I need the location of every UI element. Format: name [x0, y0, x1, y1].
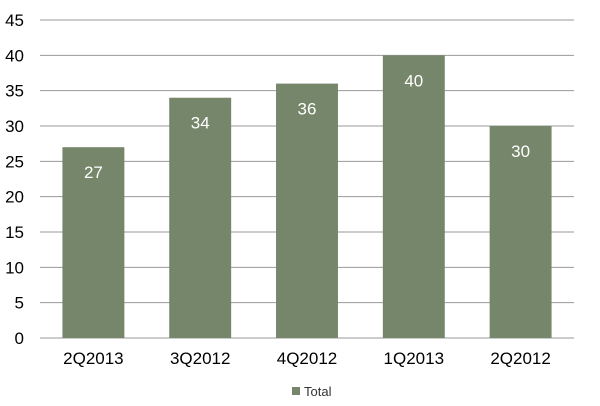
data-labels: 27 34 36 40 30: [84, 71, 530, 182]
bar-1Q2013: [382, 55, 445, 338]
bars: [62, 55, 552, 338]
data-label-4Q2012: 36: [298, 100, 317, 119]
y-tick-label: 5: [15, 294, 24, 313]
y-tick-label: 15: [5, 223, 24, 242]
y-tick-label: 10: [5, 258, 24, 277]
legend-label: Total: [304, 384, 332, 399]
y-tick-label: 0: [15, 329, 24, 348]
y-tick-label: 25: [5, 152, 24, 171]
bar-2Q2013: [62, 147, 125, 338]
x-category-label: 3Q2012: [170, 349, 231, 368]
data-label-3Q2012: 34: [191, 114, 210, 133]
x-category-label: 4Q2012: [277, 349, 338, 368]
x-category-label: 2Q2013: [63, 349, 124, 368]
data-label-2Q2013: 27: [84, 163, 103, 182]
x-category-label: 1Q2013: [384, 349, 445, 368]
legend: Total: [292, 384, 332, 399]
y-tick-label: 20: [5, 188, 24, 207]
bar-3Q2012: [169, 97, 232, 338]
x-axis-category-labels: 2Q2013 3Q2012 4Q2012 1Q2013 2Q2012: [63, 349, 551, 368]
data-label-1Q2013: 40: [404, 71, 423, 90]
bar-2Q2012: [489, 126, 552, 338]
y-tick-label: 40: [5, 46, 24, 65]
y-axis-tick-labels: 0 5 10 15 20 25 30 35 40 45: [5, 11, 24, 348]
x-category-label: 2Q2012: [490, 349, 551, 368]
data-label-2Q2012: 30: [511, 142, 530, 161]
bar-4Q2012: [276, 83, 338, 338]
y-tick-label: 45: [5, 11, 24, 30]
legend-swatch: [292, 387, 300, 395]
y-tick-label: 30: [5, 117, 24, 136]
y-tick-label: 35: [5, 82, 24, 101]
